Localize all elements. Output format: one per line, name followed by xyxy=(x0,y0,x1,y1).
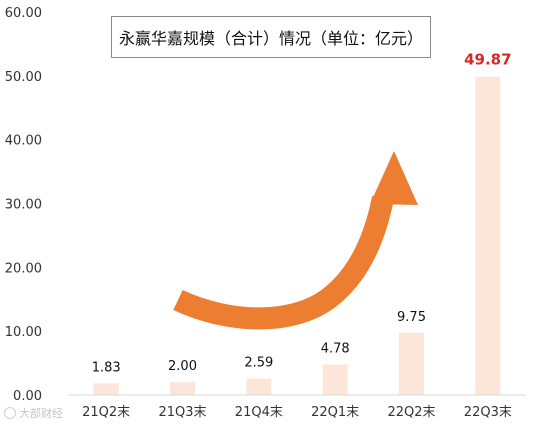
x-axis-tick-labels: 21Q2末 21Q3末 21Q4末 22Q1末 22Q2末 22Q3末 xyxy=(82,405,512,420)
data-label-22Q1末: 4.78 xyxy=(321,341,350,356)
y-tick-label: 0.00 xyxy=(13,389,42,404)
bar-22Q3末 xyxy=(475,76,501,395)
y-tick-label: 10.00 xyxy=(5,325,42,340)
data-label-22Q3末: 49.87 xyxy=(464,51,511,69)
chart-title-text: 永赢华嘉规模（合计）情况（单位：亿元） xyxy=(118,29,423,48)
bar-group xyxy=(93,76,501,395)
x-tick-label: 21Q3末 xyxy=(158,405,206,420)
upward-arrow-body xyxy=(173,195,394,330)
y-tick-label: 60.00 xyxy=(5,6,42,21)
y-tick-label: 50.00 xyxy=(5,70,42,85)
data-label-21Q4末: 2.59 xyxy=(244,355,273,370)
bar-21Q4末 xyxy=(246,378,272,395)
bar-21Q2末 xyxy=(93,383,119,395)
upward-arrow-head xyxy=(370,151,418,205)
y-tick-label: 40.00 xyxy=(5,134,42,149)
y-tick-label: 20.00 xyxy=(5,261,42,276)
data-label-21Q3末: 2.00 xyxy=(168,359,197,374)
data-label-group: 1.83 2.00 2.59 4.78 9.75 49.87 xyxy=(92,51,512,376)
data-label-22Q2末: 9.75 xyxy=(397,310,426,325)
x-tick-label: 22Q3末 xyxy=(464,405,512,420)
data-label-21Q2末: 1.83 xyxy=(92,360,121,375)
bar-22Q2末 xyxy=(399,332,424,395)
x-tick-label: 22Q1末 xyxy=(311,405,359,420)
bar-21Q3末 xyxy=(170,382,195,395)
x-tick-label: 22Q2末 xyxy=(387,405,435,420)
y-tick-label: 30.00 xyxy=(5,198,42,213)
bar-22Q1末 xyxy=(322,364,348,395)
y-axis-tick-labels: 0.00 10.00 20.00 30.00 40.00 50.00 60.00 xyxy=(5,6,42,404)
chart-title: 永赢华嘉规模（合计）情况（单位：亿元） xyxy=(111,16,431,58)
x-tick-label: 21Q2末 xyxy=(82,405,130,420)
x-tick-label: 21Q4末 xyxy=(235,405,283,420)
